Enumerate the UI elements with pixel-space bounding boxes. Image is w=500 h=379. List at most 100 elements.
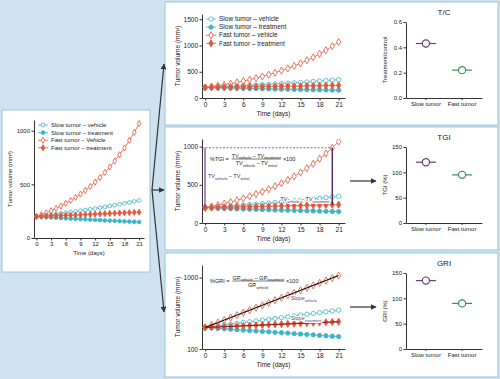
tick: 12 xyxy=(278,223,286,233)
x-axis-line xyxy=(203,223,346,224)
tick-label: 0.6 xyxy=(394,19,403,25)
marker xyxy=(267,203,271,210)
tick-mark xyxy=(404,22,407,23)
marker xyxy=(330,209,334,213)
tick: 0.4 xyxy=(394,45,406,51)
tick-label: 15 xyxy=(107,241,114,247)
tick: 0 xyxy=(399,346,406,352)
tick-mark xyxy=(404,198,407,199)
bracket-line xyxy=(202,147,332,148)
tick: 18 xyxy=(316,98,324,108)
tick-label: 9 xyxy=(261,101,265,108)
marker xyxy=(273,316,277,320)
marker xyxy=(273,69,277,76)
y-axis-line xyxy=(34,121,35,239)
text-part: GR xyxy=(248,282,256,288)
tick: 21 xyxy=(336,223,344,233)
x-axis-line xyxy=(407,98,483,99)
marker xyxy=(84,187,88,193)
marker xyxy=(44,213,48,219)
tick-mark xyxy=(139,238,140,241)
marker xyxy=(311,54,315,61)
text-part: Slope xyxy=(291,315,305,321)
tick-label: 500 xyxy=(187,181,198,188)
marker xyxy=(93,211,97,217)
marker xyxy=(209,84,213,91)
marker xyxy=(279,202,283,209)
tick: Slow tumor xyxy=(411,349,441,358)
marker xyxy=(292,331,296,335)
legend-label: Fast tumor – treatment xyxy=(51,145,112,151)
x-axis: Slow tumor Fast tumor xyxy=(407,349,483,358)
marker xyxy=(88,211,92,217)
y-axis-title: Tumor volume (mm³) xyxy=(174,277,182,337)
tick-label: 100 xyxy=(392,296,403,302)
tick: Slow tumor xyxy=(411,223,441,232)
tick-label: 21 xyxy=(136,241,143,247)
tick: 9 xyxy=(261,98,265,108)
tick: Fast tumor xyxy=(448,349,477,358)
y-axis: 1001000 xyxy=(184,266,203,353)
arrow xyxy=(152,190,164,312)
tick-mark xyxy=(425,223,426,225)
marker xyxy=(203,84,207,91)
marker xyxy=(222,84,226,91)
marker xyxy=(324,150,328,157)
marker xyxy=(241,203,245,210)
marker xyxy=(305,202,309,209)
tick-mark xyxy=(110,238,111,241)
plot-area xyxy=(203,38,341,92)
marker xyxy=(317,209,321,213)
marker xyxy=(248,83,252,90)
marker xyxy=(79,191,83,197)
tick-label: 3 xyxy=(223,226,227,233)
marker xyxy=(330,334,334,338)
marker xyxy=(113,219,117,223)
tick: Fast tumor xyxy=(448,223,477,232)
tick-label: 1000 xyxy=(17,128,31,134)
marker xyxy=(286,176,290,183)
tick-label: 6 xyxy=(242,101,246,108)
marker xyxy=(267,71,271,78)
marker xyxy=(336,308,340,312)
marker xyxy=(108,204,112,208)
dot-mark xyxy=(416,277,436,284)
tick-label: 3 xyxy=(223,101,227,108)
marker xyxy=(79,212,83,218)
y-axis-line xyxy=(202,15,203,99)
marker xyxy=(267,185,271,192)
legend-marker xyxy=(41,145,45,151)
y-axis: 0.00.20.40.6 xyxy=(394,19,407,101)
legend: Slow tumor – vehicleSlow tumor – treatme… xyxy=(206,15,286,47)
legend-marker xyxy=(41,131,45,135)
tick-mark xyxy=(404,349,407,350)
marker xyxy=(74,212,78,218)
series-line xyxy=(205,42,338,88)
marker xyxy=(273,183,277,190)
marker xyxy=(132,200,136,204)
tick-label: 0.4 xyxy=(394,45,403,51)
dot xyxy=(422,159,429,166)
tick-mark xyxy=(425,349,426,351)
marker xyxy=(286,83,290,90)
marker xyxy=(260,73,264,80)
tick-label: 100 xyxy=(187,346,198,353)
plot-area xyxy=(416,159,472,179)
arrow xyxy=(350,306,376,307)
marker xyxy=(108,164,112,170)
tick-label: Slow tumor xyxy=(411,101,441,107)
tick-mark xyxy=(200,46,203,47)
tick-label: 18 xyxy=(316,101,324,108)
tick-mark xyxy=(404,273,407,274)
marker xyxy=(209,83,213,90)
marker xyxy=(132,209,136,215)
tick-label: 18 xyxy=(316,352,324,359)
annotation: TVvehicle – TVinitial xyxy=(208,173,250,181)
tick: 0.0 xyxy=(394,95,406,101)
legend-label: Fast tumor – Vehicle xyxy=(51,137,106,143)
marker xyxy=(98,218,102,222)
tick-label: 18 xyxy=(316,226,324,233)
text-part: – TV xyxy=(251,153,264,159)
tick-mark xyxy=(32,184,35,185)
x-axis: Slow tumorFast tumor xyxy=(407,98,483,107)
